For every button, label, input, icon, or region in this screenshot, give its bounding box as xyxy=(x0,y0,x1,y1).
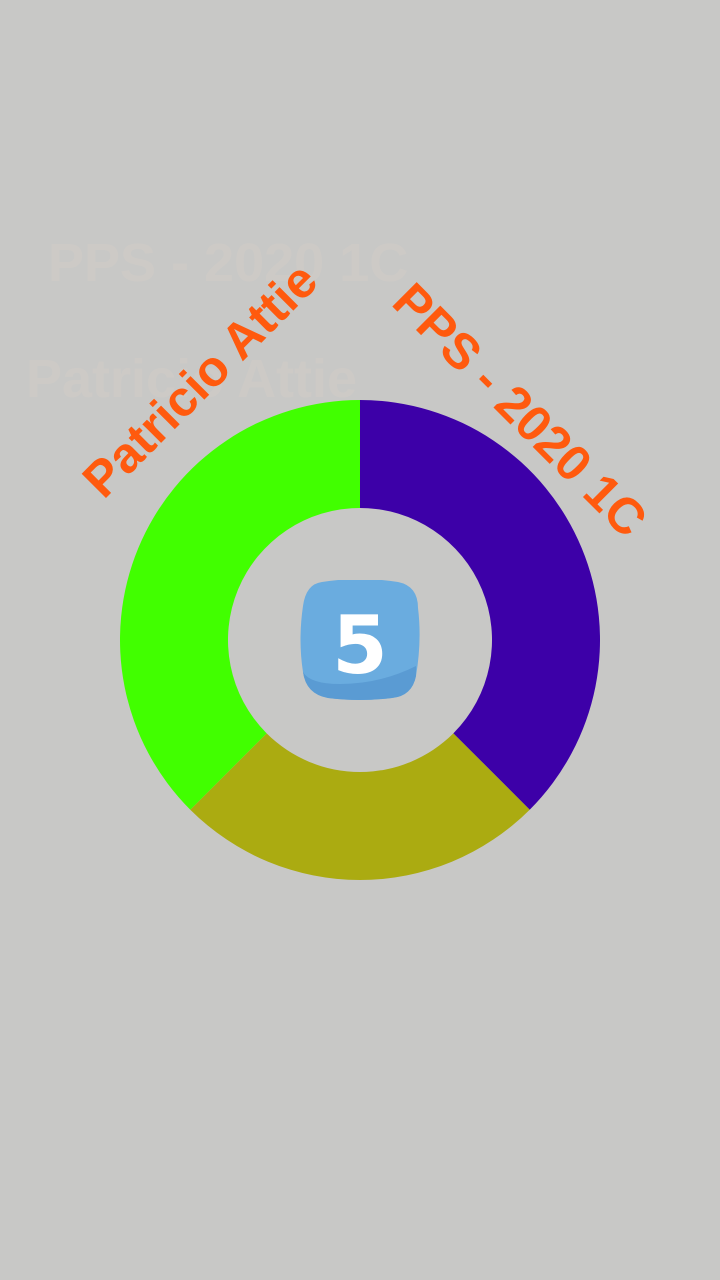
ghost-author-text: Patricio Attie xyxy=(26,349,358,409)
badge-shade xyxy=(303,666,416,700)
ring-segment-3 xyxy=(120,400,360,810)
badge-number: 5 xyxy=(332,599,388,692)
number-badge-icon: 5 xyxy=(300,580,420,700)
badge-background xyxy=(300,580,420,700)
ghost-title-text: PPS - 2020 1C xyxy=(48,233,409,293)
ring-segment-1 xyxy=(360,400,600,810)
ring-segment-2 xyxy=(190,733,530,880)
donut-ring-logo xyxy=(120,400,600,880)
